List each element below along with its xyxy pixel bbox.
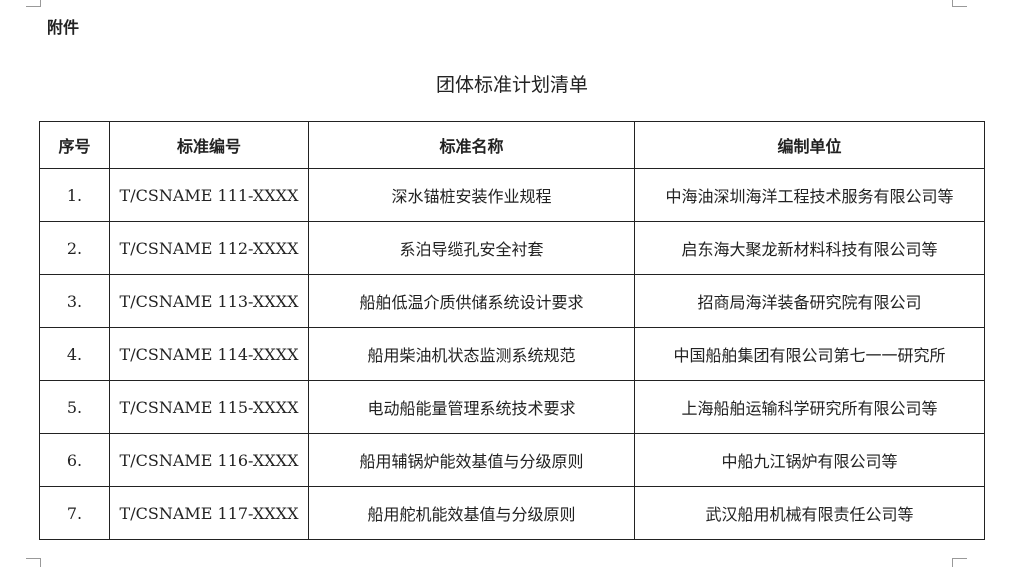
table-row: 5. T/CSNAME 115-XXXX 电动船能量管理系统技术要求 上海船舶运输科学… — [39, 380, 985, 434]
page-corner-mark — [952, 0, 967, 7]
document-title: 团体标准计划清单 — [435, 74, 588, 96]
cell-standard-number: T/CSNAME 115-XXXX — [109, 380, 309, 434]
cell-index: 1. — [39, 168, 110, 222]
cell-standard-number: T/CSNAME 114-XXXX — [109, 327, 309, 381]
table-row: 6. T/CSNAME 116-XXXX 船用辅锅炉能效基值与分级原则 中船九江锅炉有… — [39, 433, 985, 487]
cell-standard-number: T/CSNAME 117-XXXX — [109, 486, 309, 540]
cell-drafting-unit: 中国船舶集团有限公司第七一一研究所 — [634, 327, 985, 381]
table-row: 2. T/CSNAME 112-XXXX 系泊导缆孔安全衬套 启东海大聚龙新材料科技有… — [39, 221, 985, 275]
cell-drafting-unit: 武汉船用机械有限责任公司等 — [634, 486, 985, 540]
cell-standard-number: T/CSNAME 112-XXXX — [109, 221, 309, 275]
cell-standard-name: 船用辅锅炉能效基值与分级原则 — [308, 433, 635, 487]
cell-standard-name: 船舶低温介质供储系统设计要求 — [308, 274, 635, 328]
header-standard-number: 标准编号 — [109, 121, 309, 169]
cell-standard-number: T/CSNAME 113-XXXX — [109, 274, 309, 328]
standards-table: 序号 标准编号 标准名称 编制单位 1. T/CSNAME 111-XXXX 深水锚… — [39, 121, 985, 540]
header-drafting-unit: 编制单位 — [634, 121, 985, 169]
cell-index: 5. — [39, 380, 110, 434]
cell-index: 3. — [39, 274, 110, 328]
cell-standard-name: 电动船能量管理系统技术要求 — [308, 380, 635, 434]
cell-standard-name: 船用舵机能效基值与分级原则 — [308, 486, 635, 540]
header-standard-name: 标准名称 — [308, 121, 635, 169]
cell-index: 4. — [39, 327, 110, 381]
cell-standard-name: 深水锚桩安装作业规程 — [308, 168, 635, 222]
table-row: 3. T/CSNAME 113-XXXX 船舶低温介质供储系统设计要求 招商局海洋装备… — [39, 274, 985, 328]
table-header-row: 序号 标准编号 标准名称 编制单位 — [39, 121, 985, 169]
cell-index: 7. — [39, 486, 110, 540]
cell-drafting-unit: 上海船舶运输科学研究所有限公司等 — [634, 380, 985, 434]
table-row: 7. T/CSNAME 117-XXXX 船用舵机能效基值与分级原则 武汉船用机械有限… — [39, 486, 985, 540]
cell-index: 2. — [39, 221, 110, 275]
cell-standard-name: 系泊导缆孔安全衬套 — [308, 221, 635, 275]
cell-standard-name: 船用柴油机状态监测系统规范 — [308, 327, 635, 381]
cell-standard-number: T/CSNAME 111-XXXX — [109, 168, 309, 222]
cell-standard-number: T/CSNAME 116-XXXX — [109, 433, 309, 487]
table-row: 4. T/CSNAME 114-XXXX 船用柴油机状态监测系统规范 中国船舶集团有限… — [39, 327, 985, 381]
attachment-label: 附件 — [47, 18, 80, 37]
cell-drafting-unit: 招商局海洋装备研究院有限公司 — [634, 274, 985, 328]
cell-drafting-unit: 中海油深圳海洋工程技术服务有限公司等 — [634, 168, 985, 222]
page-corner-mark — [26, 558, 41, 567]
cell-drafting-unit: 中船九江锅炉有限公司等 — [634, 433, 985, 487]
cell-index: 6. — [39, 433, 110, 487]
page-corner-mark — [26, 0, 41, 7]
page-corner-mark — [952, 558, 967, 567]
cell-drafting-unit: 启东海大聚龙新材料科技有限公司等 — [634, 221, 985, 275]
table-row: 1. T/CSNAME 111-XXXX 深水锚桩安装作业规程 中海油深圳海洋工程技术… — [39, 168, 985, 222]
header-index: 序号 — [39, 121, 110, 169]
